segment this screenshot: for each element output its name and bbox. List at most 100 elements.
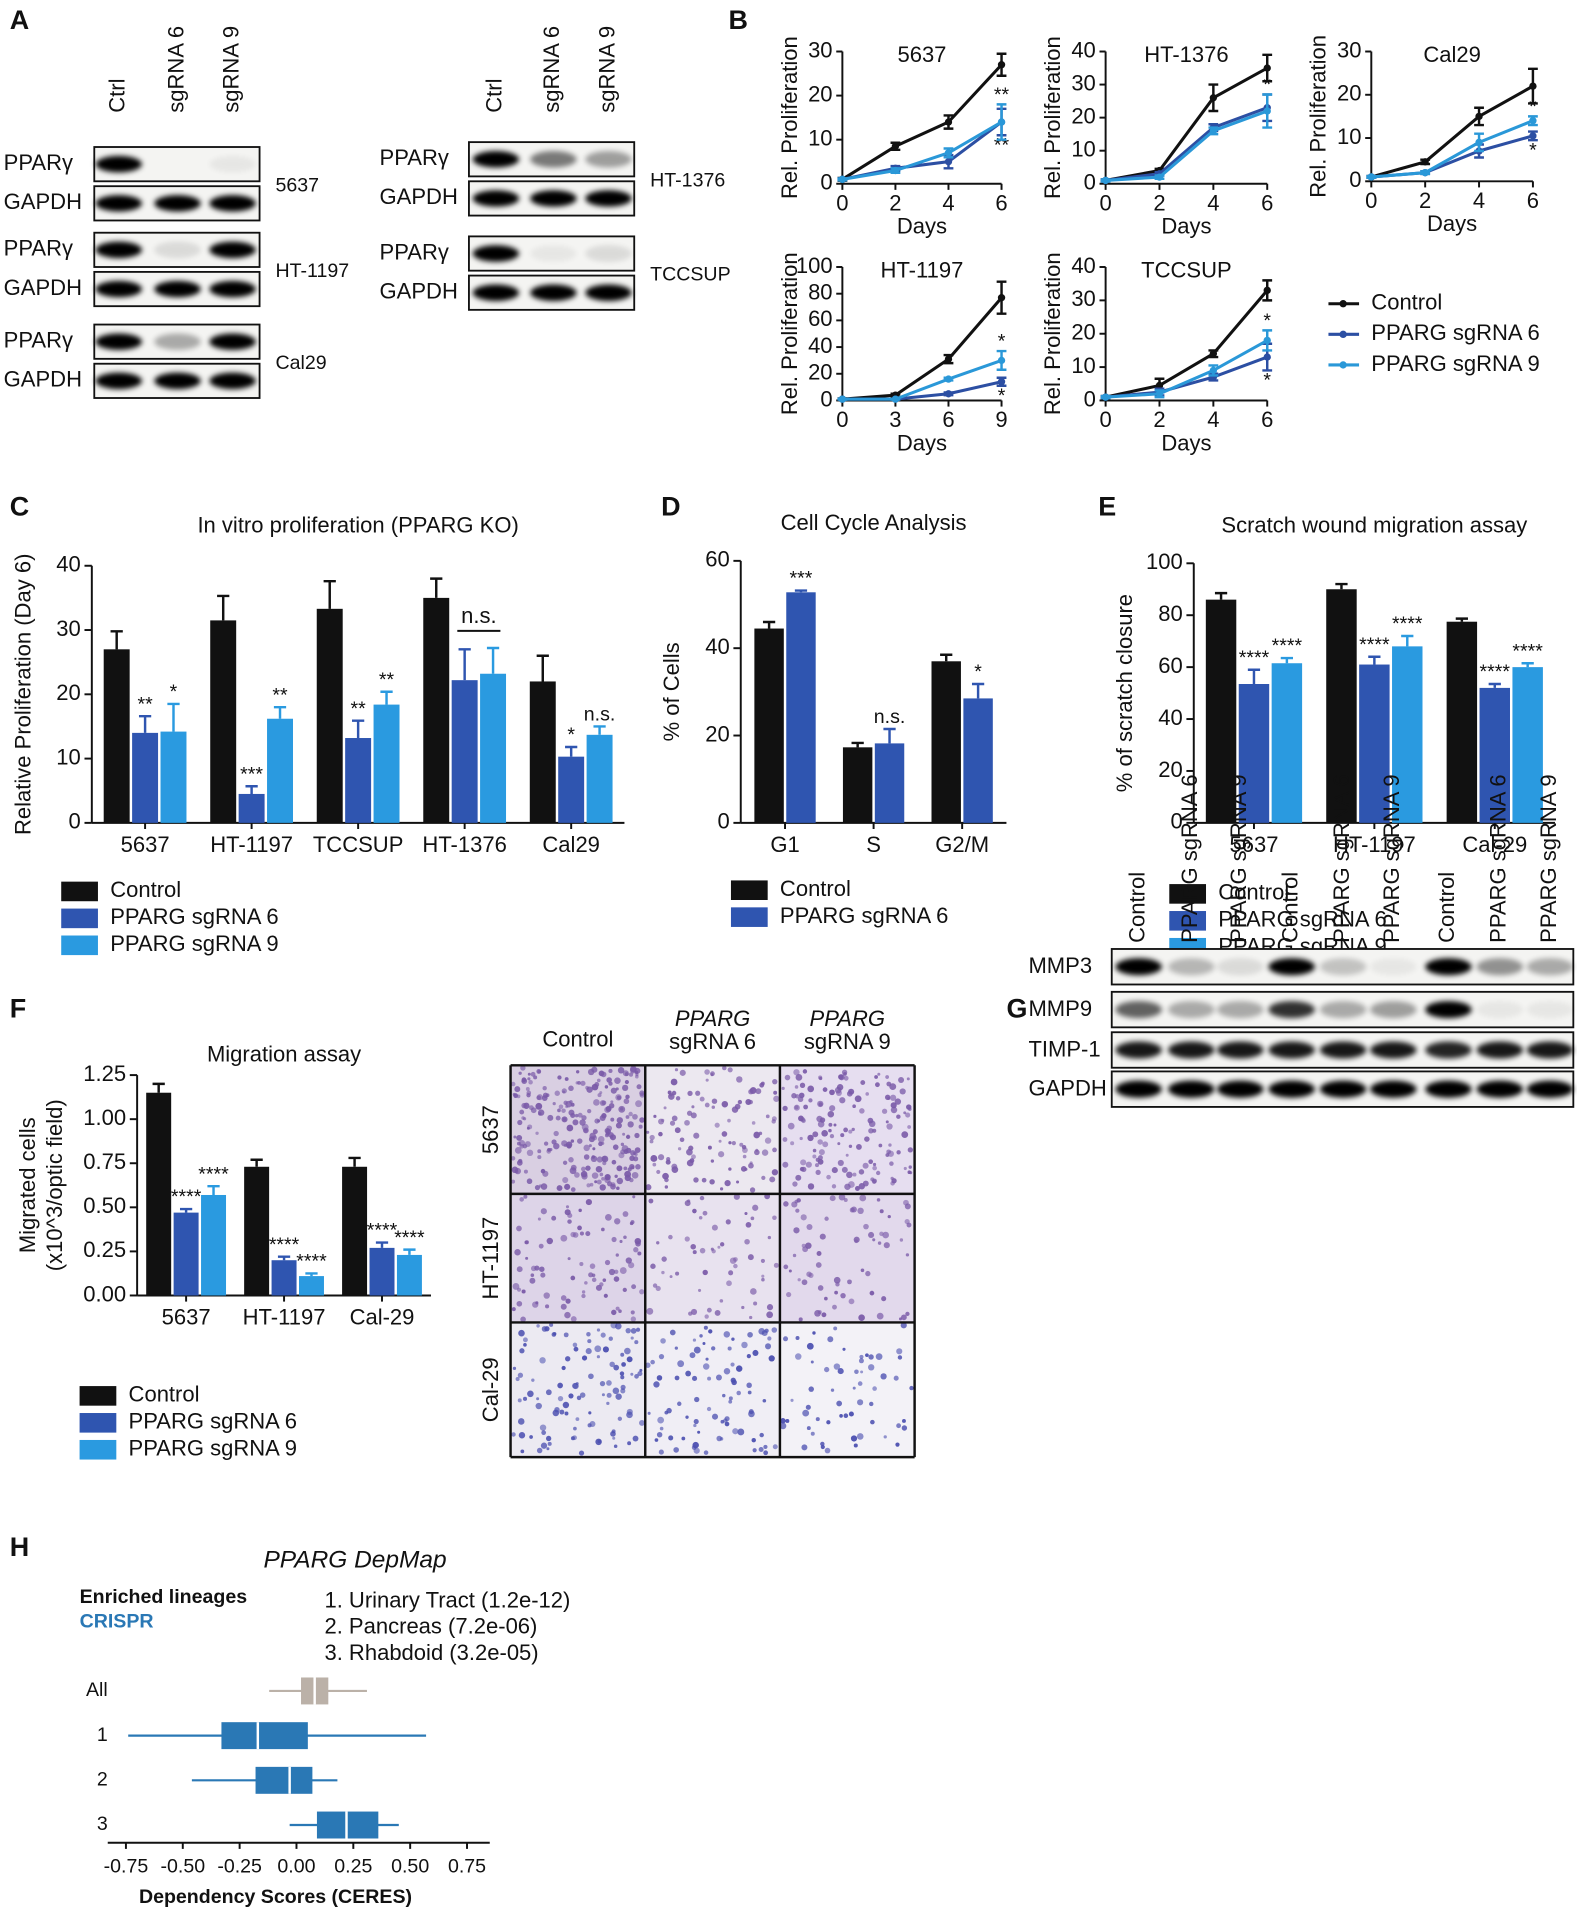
cell	[637, 1371, 643, 1377]
line	[1371, 119, 1534, 179]
significance: *	[1263, 74, 1271, 96]
error-bar	[403, 1248, 416, 1255]
point	[944, 355, 953, 363]
cell	[733, 1193, 740, 1200]
band	[1115, 1001, 1162, 1019]
cell	[635, 1164, 641, 1170]
cell	[728, 1270, 734, 1276]
band	[209, 372, 256, 390]
cell	[725, 1219, 731, 1225]
cell	[890, 1106, 898, 1114]
cell	[684, 1119, 690, 1126]
cell	[872, 1165, 877, 1171]
cell	[822, 1087, 828, 1092]
y-tick-label: 10	[1071, 353, 1096, 378]
cell	[864, 1136, 870, 1142]
cell	[657, 1154, 665, 1161]
cell	[768, 1355, 775, 1362]
cell	[567, 1212, 573, 1219]
lane-label: sgRNA 9	[594, 26, 619, 113]
x-tick-label: -0.50	[160, 1855, 205, 1877]
cell	[562, 1160, 568, 1165]
line	[1105, 339, 1268, 399]
y-tick-label: 20	[808, 360, 833, 385]
cell	[625, 1115, 630, 1119]
cell	[518, 1140, 526, 1147]
error-bar	[593, 725, 606, 735]
cell	[540, 1442, 548, 1449]
y-tick-label: 40	[1071, 253, 1096, 278]
cell	[744, 1211, 748, 1216]
cell	[638, 1124, 643, 1129]
cell	[742, 1147, 748, 1154]
cell	[896, 1348, 903, 1355]
cell	[877, 1241, 882, 1245]
cell	[819, 1076, 823, 1081]
cell	[516, 1266, 523, 1273]
point	[997, 378, 1006, 386]
line	[842, 120, 1003, 181]
point	[944, 149, 953, 157]
bar	[396, 1254, 422, 1296]
cell	[553, 1332, 557, 1336]
cell	[576, 1395, 582, 1401]
cell	[843, 1127, 849, 1133]
cell	[815, 1262, 822, 1268]
cell	[709, 1179, 715, 1185]
cell	[746, 1382, 752, 1388]
bar	[146, 1092, 172, 1296]
micrograph	[510, 1193, 646, 1323]
column-label: sgRNA 6	[669, 1029, 756, 1054]
cell	[546, 1447, 550, 1451]
cell	[703, 1325, 708, 1330]
x-tick-label: 5637	[1229, 832, 1278, 857]
cell	[805, 1404, 811, 1410]
cell	[907, 1125, 912, 1129]
cell	[749, 1187, 756, 1193]
cell	[724, 1421, 730, 1427]
cell	[886, 1123, 893, 1130]
cell	[853, 1443, 858, 1448]
cell	[730, 1362, 735, 1367]
x-tick-label: 0	[1099, 407, 1111, 432]
cell	[699, 1247, 706, 1254]
cell	[572, 1382, 579, 1390]
cell	[749, 1315, 753, 1320]
cell	[527, 1077, 531, 1081]
box	[255, 1766, 313, 1794]
cell	[520, 1316, 526, 1323]
cell	[865, 1092, 869, 1096]
cell	[741, 1341, 748, 1349]
cell	[613, 1364, 620, 1371]
cell	[603, 1293, 608, 1298]
y-tick-label: 40	[1158, 705, 1183, 730]
cell	[786, 1291, 792, 1298]
cell	[796, 1198, 801, 1203]
cell	[529, 1277, 536, 1284]
lane-label: sgRNA 6	[163, 26, 188, 113]
lane-label: PPARG sgRNA 6	[1486, 774, 1511, 942]
cell	[537, 1069, 541, 1074]
cell	[906, 1104, 912, 1110]
band	[154, 241, 201, 259]
cell	[569, 1167, 577, 1175]
cell	[536, 1447, 543, 1454]
cell	[581, 1115, 587, 1121]
band	[1217, 1041, 1264, 1059]
cell	[812, 1148, 817, 1153]
cell	[597, 1093, 602, 1098]
panel-letter: F	[10, 993, 26, 1023]
cell	[596, 1328, 601, 1332]
chart-title: Migration assay	[207, 1041, 361, 1066]
row-label: PPARγ	[4, 236, 73, 261]
cell	[808, 1386, 814, 1392]
cell	[525, 1256, 529, 1260]
cell	[522, 1117, 527, 1121]
x-tick-label: 0.75	[448, 1855, 486, 1877]
error-bar	[380, 690, 393, 705]
cell	[661, 1118, 665, 1123]
cell	[602, 1346, 609, 1353]
cell	[869, 1290, 875, 1296]
cell	[854, 1095, 862, 1103]
